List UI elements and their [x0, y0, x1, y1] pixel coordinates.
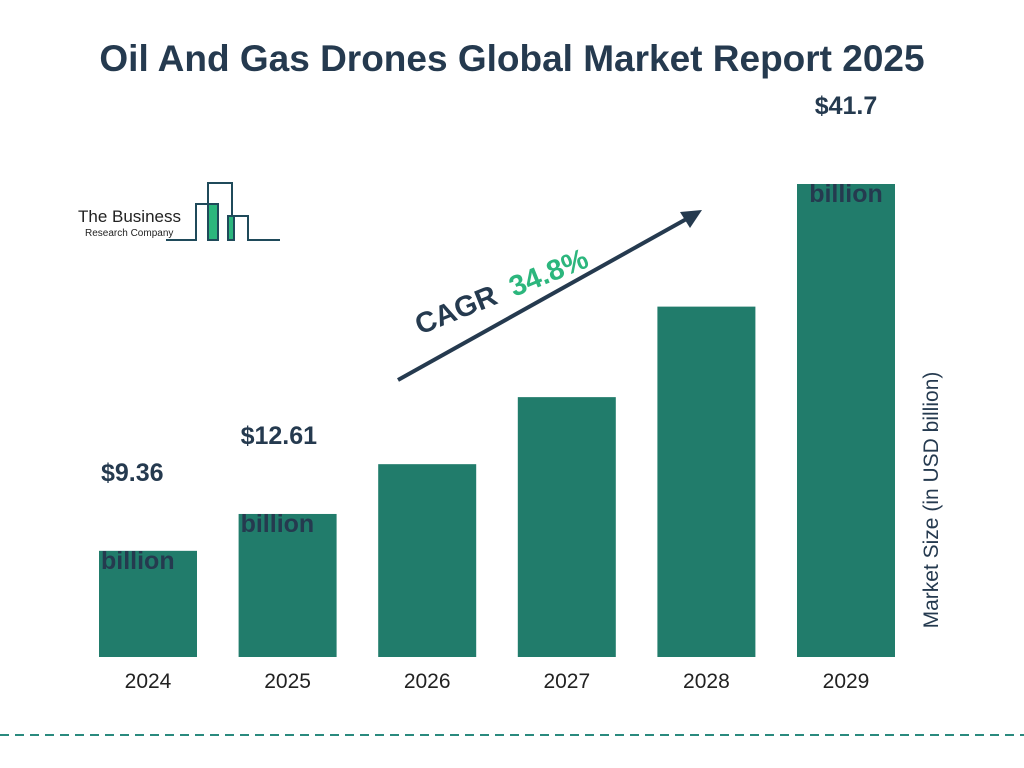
company-logo: The Business Research Company [78, 182, 280, 241]
data-label: $41.7|billion [809, 92, 883, 208]
cagr-label: CAGR [411, 280, 502, 342]
cagr-annotation: CAGR 34.8% [397, 210, 702, 382]
svg-text:CAGR 34.8%: CAGR 34.8% [411, 243, 593, 342]
x-tick-label: 2028 [683, 670, 730, 693]
data-label: $12.61|billion [240, 421, 318, 538]
bar-2024 [99, 550, 197, 657]
data-label: $9.36|billion [101, 458, 175, 575]
bar-2029 [797, 184, 895, 657]
x-tick-label: 2027 [543, 670, 590, 693]
x-tick-label: 2024 [125, 670, 172, 693]
bar-2028 [657, 306, 756, 657]
x-tick-label: 2026 [404, 670, 451, 693]
bar-2025 [238, 513, 337, 657]
bar-2027 [517, 397, 616, 657]
x-tick-label: 2025 [264, 670, 311, 693]
chart-title: Oil And Gas Drones Global Market Report … [99, 38, 925, 79]
svg-text:The Business: The Business [78, 207, 181, 226]
bar-2026 [378, 464, 477, 657]
y-axis-label: Market Size (in USD billion) [920, 371, 943, 629]
svg-text:Research Company: Research Company [85, 228, 173, 239]
x-tick-label: 2029 [823, 670, 870, 693]
